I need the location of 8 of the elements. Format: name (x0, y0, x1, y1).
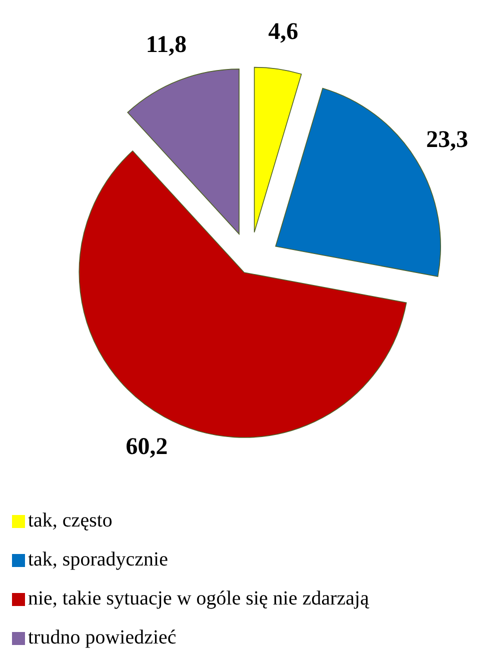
legend-label: tak, sporadycznie (28, 548, 168, 571)
data-label: 4,6 (268, 18, 298, 45)
data-label: 60,2 (126, 434, 168, 460)
data-label: 23,3 (426, 127, 468, 154)
legend-label: tak, często (28, 510, 112, 532)
legend-label: trudno powiedzieć (28, 626, 176, 649)
data-label: 11,8 (146, 32, 187, 58)
legend-label: nie, takie sytuacje w ogóle się nie zdarzają (28, 588, 370, 610)
